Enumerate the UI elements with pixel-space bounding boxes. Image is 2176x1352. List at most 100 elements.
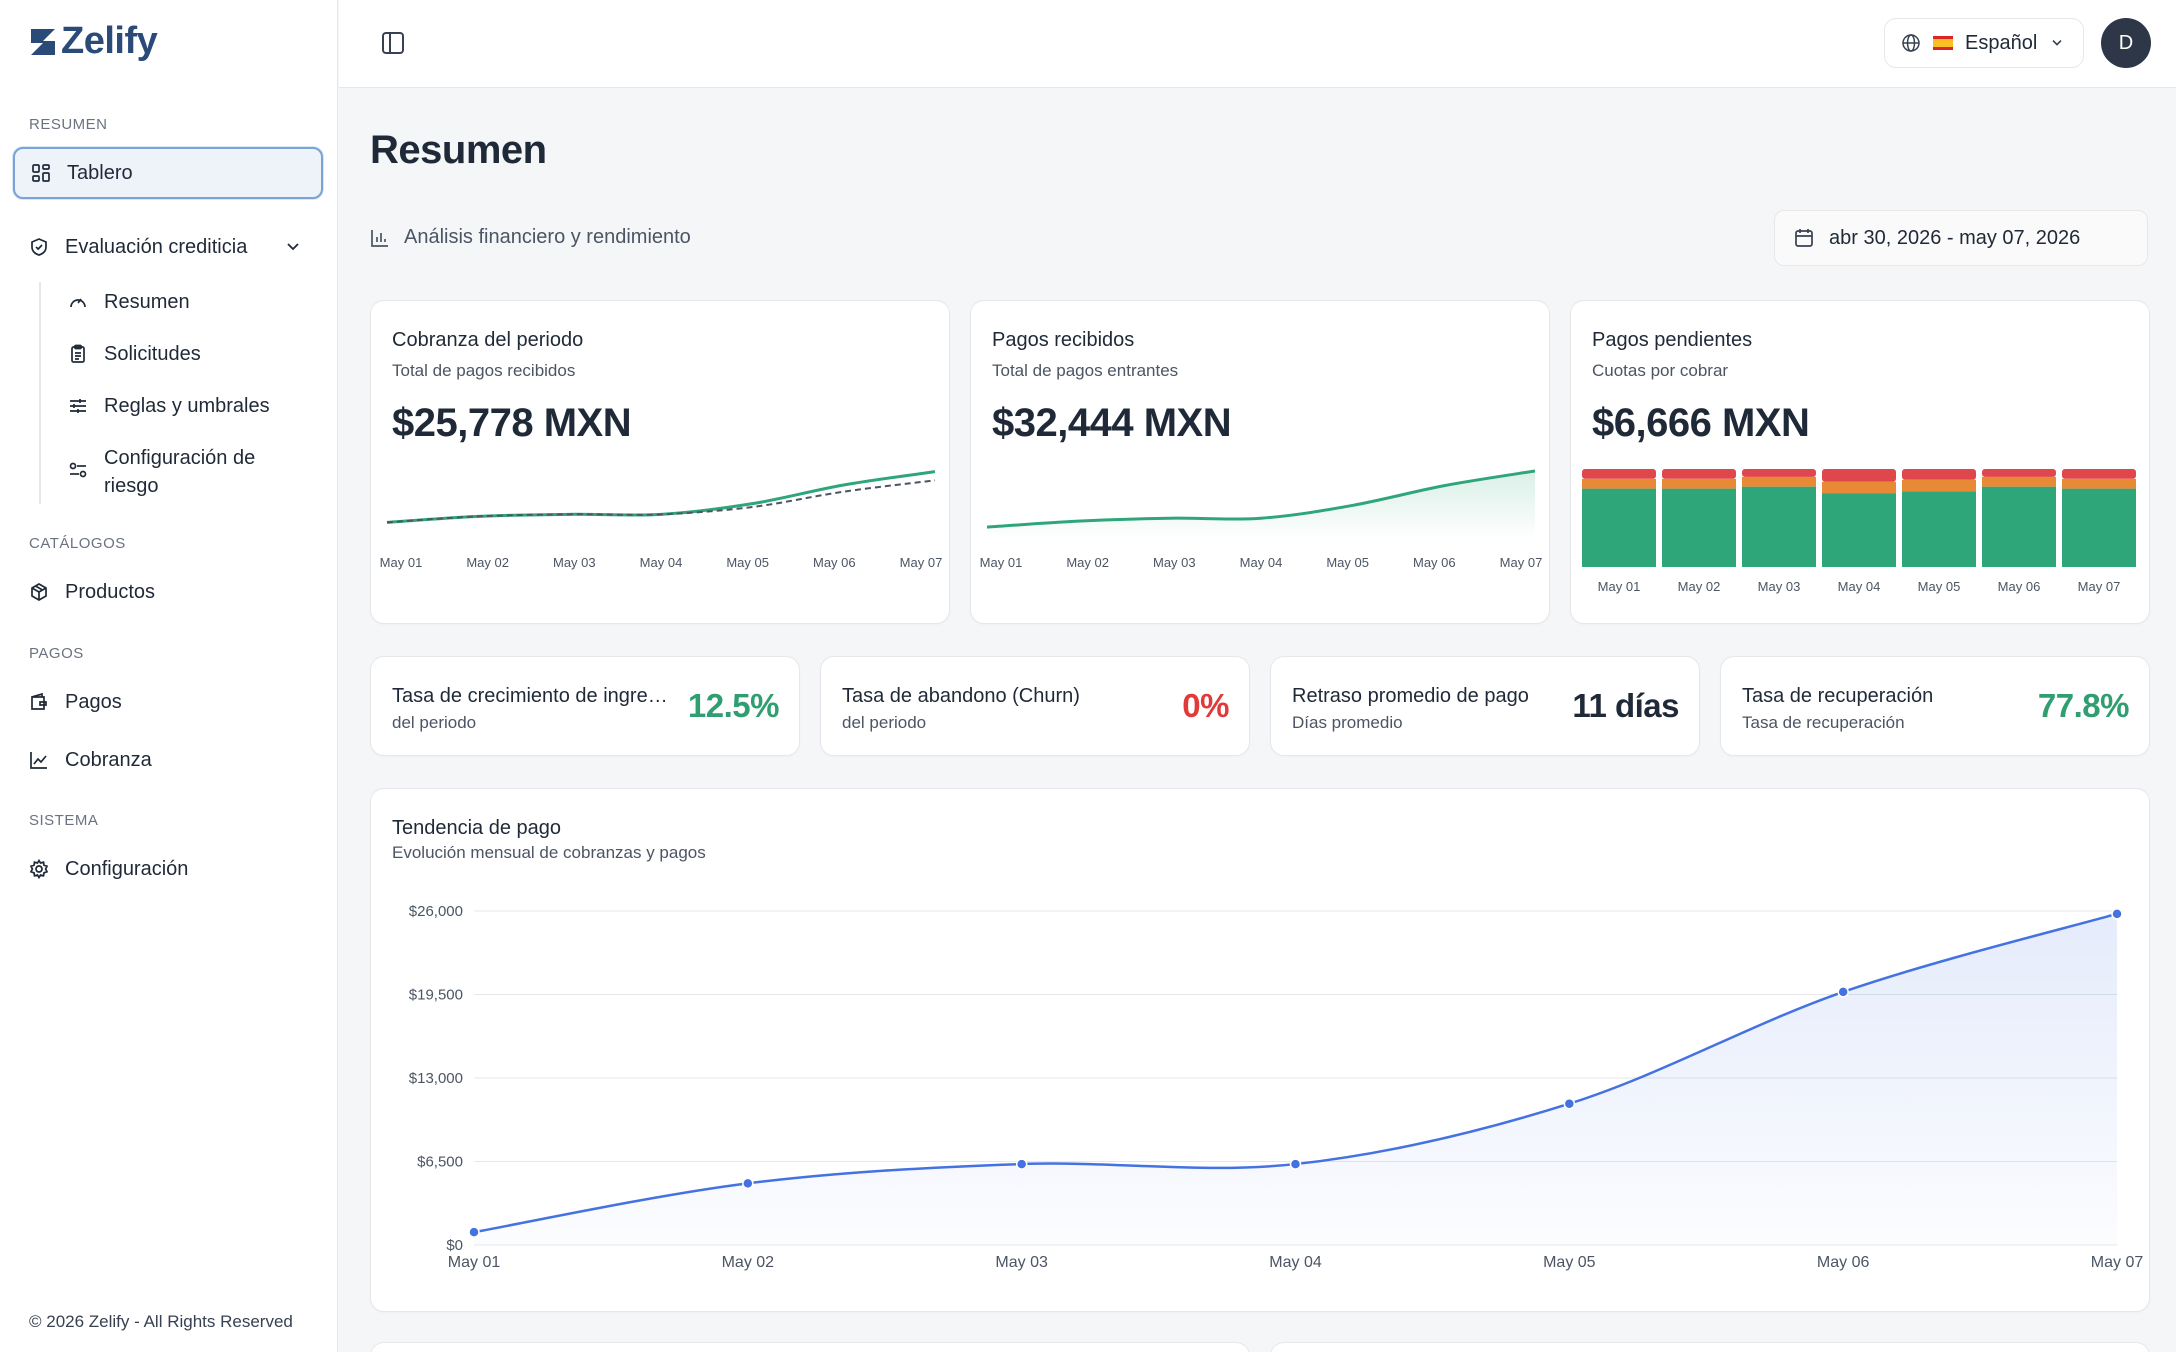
- y-tick-label: $13,000: [409, 1070, 463, 1087]
- kpi-subtitle: Tasa de recuperación: [1742, 713, 1905, 732]
- pagos-area-chart: May 01 May 02 May 03 May 04 May 05 May 06 May …: [980, 469, 1542, 570]
- kpi-value: 77.8%: [2037, 687, 2130, 724]
- cobranza-line-chart: May 01 May 02 May 03 May 04 May 05 May 06 May …: [380, 470, 943, 570]
- sidebar-item-label: Pagos: [65, 690, 122, 713]
- date-range-text: abr 30, 2026 - may 07, 2026: [1829, 226, 2081, 249]
- sidebar-subitem-solicitudes[interactable]: Solicitudes: [68, 340, 201, 368]
- card-subtitle: Total de pagos recibidos: [392, 361, 576, 380]
- card-value: $32,444 MXN: [992, 401, 1232, 445]
- bar-segment: [1662, 488, 1736, 567]
- x-tick-label: May 03: [553, 555, 596, 570]
- bar-segment: [1822, 493, 1896, 567]
- y-tick-label: $0: [446, 1237, 463, 1254]
- page-subtitle-text: Análisis financiero y rendimiento: [404, 226, 691, 248]
- pendientes-stacked-bar-chart: May 01 May 02 May 03 May 04 May 05 May 06 May …: [1582, 469, 2136, 594]
- y-tick-label: $26,000: [409, 903, 463, 920]
- bar-segment: [1742, 469, 1816, 477]
- sidebar-item-productos[interactable]: Productos: [13, 566, 323, 618]
- box-icon: [31, 583, 47, 601]
- bar-segment: [1902, 491, 1976, 567]
- y-tick-label: $19,500: [409, 987, 463, 1004]
- card-partial-right: [1270, 1342, 2150, 1352]
- data-point: [1563, 1097, 1576, 1110]
- sidebar-toggle-icon[interactable]: [380, 30, 406, 56]
- wallet-icon: [31, 692, 47, 710]
- data-point: [2111, 908, 2123, 920]
- x-tick-label: May 04: [1838, 579, 1881, 594]
- sidebar-item-pagos[interactable]: Pagos: [13, 676, 323, 728]
- language-selector[interactable]: Español: [1884, 18, 2084, 68]
- card-pagos-recibidos: Pagos recibidos Total de pagos entrantes…: [970, 300, 1550, 624]
- card-partial-left: [370, 1342, 1250, 1352]
- sidebar-subitem-label: Reglas y umbrales: [104, 395, 270, 417]
- card-subtitle: Evolución mensual de cobranzas y pagos: [392, 843, 706, 862]
- gauge-icon: [70, 298, 86, 308]
- card-pagos-pendientes: Pagos pendientes Cuotas por cobrar $6,66…: [1570, 300, 2150, 624]
- bar-segment: [1902, 469, 1976, 480]
- sidebar-subitem-label: Resumen: [104, 291, 190, 313]
- x-tick-label: May 05: [1543, 1254, 1596, 1271]
- sidebar-item-label: Configuración: [65, 857, 189, 880]
- page-subtitle: Análisis financiero y rendimiento: [370, 226, 691, 249]
- card-subtitle: Total de pagos entrantes: [992, 361, 1179, 380]
- x-tick-label: May 05: [1326, 555, 1369, 570]
- chevron-down-icon[interactable]: [283, 237, 303, 257]
- kpi-crecimiento: Tasa de crecimiento de ingres... del per…: [370, 656, 800, 756]
- dashboard-icon: [32, 164, 50, 182]
- shield-check-icon: [31, 238, 47, 256]
- calendar-icon: [1795, 229, 1813, 247]
- sliders-icon: [70, 399, 86, 413]
- gear-icon: [29, 859, 49, 879]
- x-tick-label: May 06: [813, 555, 856, 570]
- kpi-value: 11 días: [1572, 687, 1679, 724]
- bar-segment: [1582, 488, 1656, 567]
- bar-segment: [1822, 469, 1896, 482]
- sidebar-subitem-configuracion-riesgo[interactable]: Configuración de riesgo: [68, 444, 268, 500]
- zelify-logo-icon: [31, 28, 55, 55]
- avatar[interactable]: D: [2101, 18, 2151, 68]
- kpi-title: Tasa de abandono (Churn): [842, 685, 1080, 707]
- sidebar-item-configuracion[interactable]: Configuración: [13, 843, 323, 895]
- date-range-picker[interactable]: abr 30, 2026 - may 07, 2026: [1774, 210, 2148, 266]
- settings-toggle-icon: [69, 462, 87, 478]
- bar-segment: [2062, 469, 2136, 479]
- section-pagos: PAGOS: [29, 645, 84, 662]
- bar-segment: [1662, 469, 1736, 479]
- app-logo[interactable]: Zelify: [29, 20, 158, 63]
- x-tick-label: May 04: [1240, 555, 1283, 570]
- sidebar-subitem-reglas[interactable]: Reglas y umbrales: [68, 392, 270, 420]
- sidebar-item-evaluacion-crediticia[interactable]: Evaluación crediticia: [13, 221, 323, 273]
- kpi-title: Tasa de recuperación: [1742, 685, 1934, 707]
- sidebar-item-label: Evaluación crediticia: [65, 235, 248, 258]
- x-tick-label: May 03: [1153, 555, 1196, 570]
- bar-chart-icon: [371, 229, 388, 247]
- data-point: [1837, 986, 1849, 998]
- x-tick-label: May 01: [1598, 579, 1641, 594]
- x-tick-label: May 01: [380, 555, 423, 570]
- x-tick-label: May 07: [2078, 579, 2121, 594]
- x-tick-label: May 04: [1269, 1254, 1322, 1271]
- spain-flag-icon: [1933, 36, 1953, 50]
- sidebar-item-tablero[interactable]: Tablero: [13, 147, 323, 199]
- data-point: [1289, 1158, 1302, 1170]
- kpi-subtitle: Días promedio: [1292, 713, 1403, 732]
- x-tick-label: May 04: [640, 555, 683, 570]
- section-catalogos: CATÁLOGOS: [29, 535, 126, 552]
- chevron-down-icon: [2052, 40, 2062, 46]
- card-cobranza-periodo: Cobranza del periodo Total de pagos reci…: [370, 300, 950, 624]
- sidebar-item-cobranza[interactable]: Cobranza: [13, 734, 323, 786]
- series-area: [474, 913, 2117, 1245]
- x-tick-label: May 07: [900, 555, 943, 570]
- bar-segment: [1582, 478, 1656, 489]
- bar-segment: [1662, 478, 1736, 489]
- copyright-footer: © 2026 Zelify - All Rights Reserved: [29, 1312, 293, 1331]
- card-tendencia-pago: Tendencia de pago Evolución mensual de c…: [370, 788, 2150, 1312]
- clipboard-icon: [71, 344, 85, 363]
- kpi-churn: Tasa de abandono (Churn) del periodo 0%: [820, 656, 1250, 756]
- globe-icon: [1902, 34, 1920, 52]
- sidebar-item-label: Tablero: [67, 161, 133, 184]
- y-tick-label: $6,500: [417, 1154, 463, 1171]
- card-title: Cobranza del periodo: [392, 329, 584, 351]
- sidebar-item-label: Productos: [65, 580, 156, 603]
- sidebar-subitem-resumen[interactable]: Resumen: [68, 288, 190, 316]
